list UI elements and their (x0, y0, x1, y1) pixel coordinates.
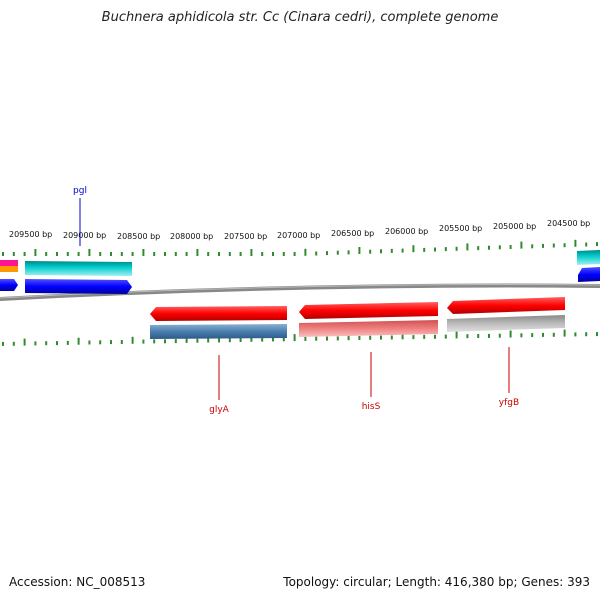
gene-block-pink[interactable] (299, 320, 438, 337)
scale-label: 209500 bp (9, 230, 52, 239)
gene-arrow-blue-right[interactable] (578, 267, 600, 282)
scale-label: 207500 bp (224, 232, 267, 241)
genome-backbone-highlight (0, 284, 600, 299)
gene-label-hisS[interactable]: hisS (362, 402, 381, 412)
gene-arrow-cyan-right[interactable] (577, 250, 600, 265)
accession-text: Accession: NC_008513 (9, 575, 146, 589)
scale-label: 205500 bp (439, 224, 482, 233)
scale-label: 209000 bp (63, 231, 106, 240)
scale-label: 208000 bp (170, 232, 213, 241)
scale-labels: 209500 bp 209000 bp 208500 bp 208000 bp … (9, 219, 590, 241)
scale-label: 207000 bp (277, 231, 320, 240)
gene-arrow-yfgB[interactable] (447, 297, 565, 314)
scale-label: 206000 bp (385, 227, 428, 236)
gene-block-gray[interactable] (447, 315, 565, 332)
gene-label-pgl[interactable]: pgl (73, 186, 87, 196)
gene-arrow-glyA[interactable] (150, 306, 287, 321)
topology-text: Topology: circular; Length: 416,380 bp; … (283, 575, 590, 589)
gene-label-glyA[interactable]: glyA (209, 405, 230, 415)
scale-label: 205000 bp (493, 222, 536, 231)
scale-label: 204500 bp (547, 219, 590, 228)
genome-backbone (0, 283, 600, 301)
gene-block-steelblue[interactable] (150, 324, 287, 339)
tick-row-top (2, 239, 598, 256)
gene-arrow-blue-left[interactable] (0, 279, 18, 291)
gene-arrow-pgl[interactable] (25, 261, 132, 276)
gene-block-orange[interactable] (0, 266, 18, 272)
gene-arrow-hisS[interactable] (299, 302, 438, 319)
gene-block-magenta[interactable] (0, 260, 18, 266)
scale-label: 208500 bp (117, 232, 160, 241)
map-title: Buchnera aphidicola str. Cc (Cinara cedr… (101, 10, 499, 25)
gene-label-yfgB[interactable]: yfgB (499, 398, 519, 408)
gene-arrow-blue[interactable] (25, 279, 132, 294)
scale-label: 206500 bp (331, 229, 374, 238)
